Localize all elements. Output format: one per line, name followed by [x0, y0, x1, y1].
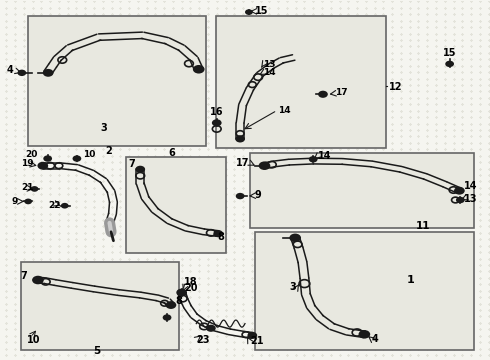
Text: 7: 7 [128, 159, 135, 169]
Circle shape [18, 69, 26, 76]
Text: 9: 9 [255, 190, 262, 200]
Circle shape [236, 193, 245, 199]
Circle shape [73, 156, 81, 162]
Text: 1: 1 [407, 275, 415, 285]
Circle shape [176, 289, 187, 296]
Text: 20: 20 [184, 283, 197, 293]
Circle shape [445, 61, 454, 67]
Circle shape [309, 156, 318, 162]
Text: 16: 16 [210, 107, 223, 117]
Circle shape [259, 161, 270, 170]
Text: 9: 9 [12, 197, 18, 206]
Text: 12: 12 [389, 82, 402, 92]
Text: 3: 3 [290, 282, 296, 292]
Bar [28, 16, 206, 146]
Text: 14: 14 [264, 68, 276, 77]
Text: 22: 22 [48, 201, 60, 210]
Bar [255, 232, 474, 350]
Text: 10: 10 [27, 335, 41, 345]
Text: 21: 21 [250, 337, 263, 346]
Text: 19: 19 [21, 159, 33, 168]
Text: 18: 18 [184, 277, 198, 287]
Circle shape [61, 203, 69, 208]
Bar [216, 16, 386, 148]
Circle shape [37, 162, 48, 170]
Text: 4: 4 [7, 65, 14, 75]
Circle shape [206, 325, 216, 332]
Text: 17: 17 [335, 88, 348, 97]
Text: 15: 15 [443, 48, 456, 58]
Circle shape [212, 119, 221, 126]
Circle shape [245, 9, 253, 15]
Circle shape [359, 330, 370, 339]
Text: 13: 13 [264, 60, 276, 69]
Circle shape [289, 234, 301, 242]
Circle shape [456, 197, 465, 203]
Text: 21: 21 [21, 183, 33, 192]
Text: 10: 10 [83, 150, 95, 159]
Circle shape [32, 276, 44, 284]
Circle shape [24, 199, 32, 204]
Text: 7: 7 [21, 271, 27, 282]
Text: 14: 14 [464, 181, 478, 192]
Text: 14: 14 [278, 106, 290, 115]
Text: 11: 11 [416, 221, 430, 231]
Text: 3: 3 [100, 123, 107, 133]
Text: 20: 20 [25, 150, 38, 159]
Text: 8: 8 [176, 296, 183, 306]
Bar [250, 153, 474, 228]
Text: 13: 13 [464, 194, 478, 204]
Text: 15: 15 [255, 6, 268, 17]
Circle shape [30, 186, 38, 192]
Circle shape [43, 156, 52, 162]
Text: 6: 6 [169, 148, 175, 158]
Bar [125, 157, 225, 253]
Circle shape [135, 166, 145, 173]
Text: 4: 4 [372, 334, 378, 344]
Text: 17: 17 [236, 158, 250, 168]
Circle shape [318, 91, 328, 98]
Text: 14: 14 [318, 151, 332, 161]
Circle shape [193, 65, 204, 73]
Text: 5: 5 [93, 346, 100, 356]
Text: 23: 23 [196, 335, 210, 345]
Circle shape [235, 135, 245, 143]
Text: 8: 8 [217, 232, 224, 242]
Circle shape [213, 230, 223, 237]
Text: 2: 2 [105, 147, 112, 157]
Circle shape [166, 301, 176, 309]
Circle shape [163, 314, 172, 321]
Circle shape [43, 69, 53, 77]
Circle shape [454, 187, 465, 195]
Bar [21, 262, 179, 350]
Circle shape [247, 332, 257, 339]
